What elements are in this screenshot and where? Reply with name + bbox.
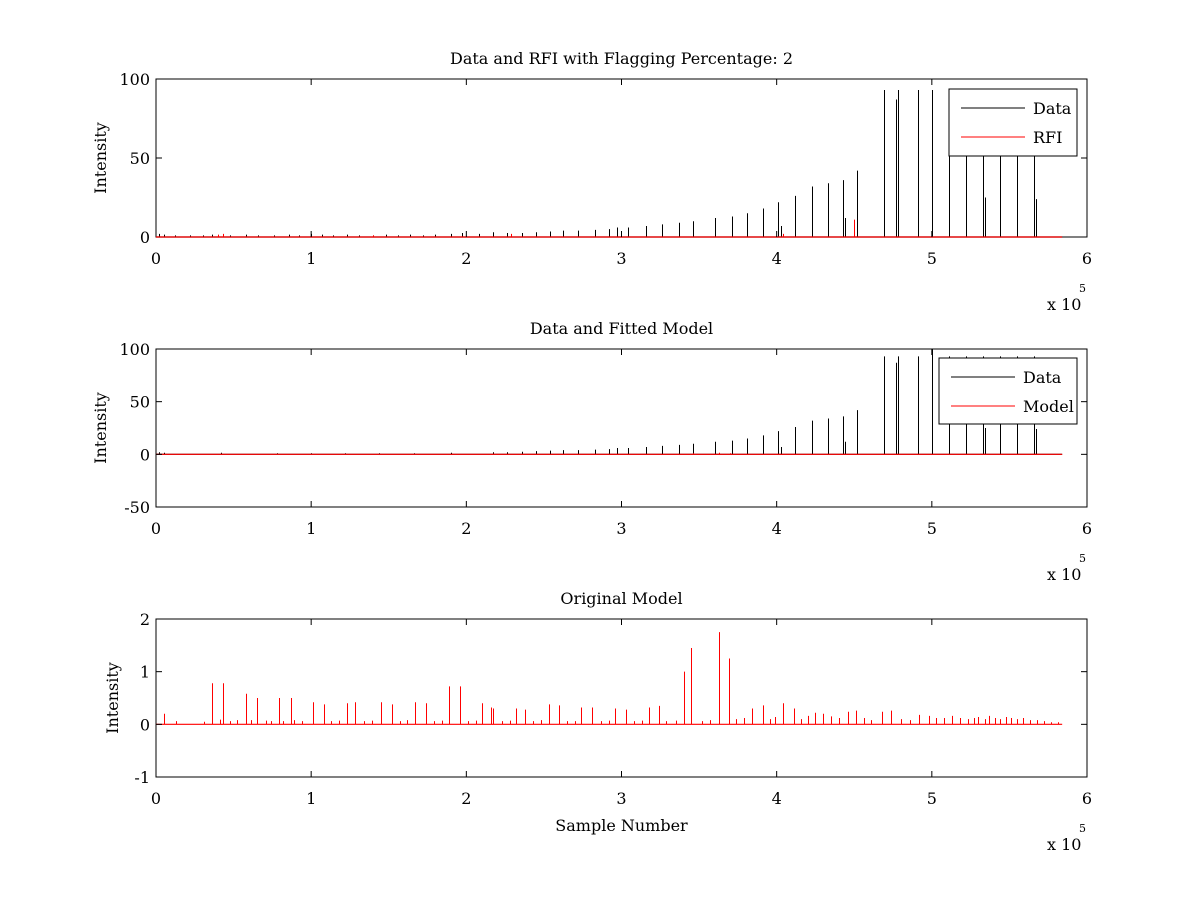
x-axis-label: Sample Number [555, 816, 688, 835]
x-tick-label: 5 [927, 789, 937, 808]
plot-area [155, 348, 1088, 508]
y-tick-label: 0 [140, 445, 150, 464]
legend-label: Data [1033, 99, 1072, 118]
x-tick-label: 0 [151, 519, 161, 538]
x-tick-label: 3 [616, 249, 626, 268]
x-exponent-label: x 10 [1047, 565, 1081, 584]
plot-area [155, 618, 1088, 778]
legend: Data Model [938, 357, 1078, 425]
x-tick-label: 5 [927, 519, 937, 538]
y-tick-label: 1 [140, 663, 150, 682]
legend: Data RFI [948, 88, 1078, 157]
x-tick-label: 1 [306, 249, 316, 268]
x-tick-label: 0 [151, 249, 161, 268]
x-tick-label: 5 [927, 249, 937, 268]
chart-title: Data and Fitted Model [530, 319, 713, 338]
x-tick-label: 1 [306, 789, 316, 808]
x-exponent-power: 5 [1079, 552, 1086, 565]
y-tick-label: 0 [140, 228, 150, 247]
legend-label: Data [1023, 368, 1062, 387]
x-tick-label: 4 [772, 789, 782, 808]
x-tick-label: 6 [1082, 789, 1092, 808]
y-tick-label: 50 [130, 149, 150, 168]
legend-box [938, 357, 1078, 425]
x-tick-label: 6 [1082, 249, 1092, 268]
y-tick-label: 2 [140, 610, 150, 629]
x-exponent-power: 5 [1079, 282, 1086, 295]
series-model [156, 632, 1063, 725]
x-tick-label: 4 [772, 249, 782, 268]
y-axis-label: Intensity [91, 122, 110, 194]
legend-box [948, 88, 1078, 157]
x-tick-label: 2 [461, 789, 471, 808]
legend-label: Model [1023, 397, 1074, 416]
y-tick-label: 100 [119, 340, 150, 359]
x-tick-label: 3 [616, 519, 626, 538]
y-tick-label: 50 [130, 393, 150, 412]
x-tick-label: 0 [151, 789, 161, 808]
x-tick-label: 2 [461, 249, 471, 268]
y-axis-label: Intensity [103, 662, 122, 734]
x-tick-label: 4 [772, 519, 782, 538]
y-axis-label: Intensity [91, 392, 110, 464]
series-rfi [156, 219, 1063, 238]
chart-title: Data and RFI with Flagging Percentage: 2 [450, 49, 793, 68]
x-exponent-label: x 10 [1047, 835, 1081, 854]
x-tick-label: 3 [616, 789, 626, 808]
chart-title: Original Model [560, 589, 682, 608]
plot-area [155, 78, 1088, 238]
series-model [156, 452, 1063, 455]
x-tick-label: 6 [1082, 519, 1092, 538]
x-tick-label: 1 [306, 519, 316, 538]
x-exponent-power: 5 [1079, 822, 1086, 835]
legend-label: RFI [1033, 128, 1062, 147]
y-tick-label: 0 [140, 715, 150, 734]
x-tick-label: 2 [461, 519, 471, 538]
x-exponent-label: x 10 [1047, 295, 1081, 314]
chart-panel-1: 0 1 2 3 4 5 6 0 50 100 Data and RFI with Flagging … [91, 49, 1092, 314]
y-tick-label: 100 [119, 70, 150, 89]
y-tick-label: -1 [134, 768, 150, 787]
y-tick-label: -50 [124, 498, 150, 517]
